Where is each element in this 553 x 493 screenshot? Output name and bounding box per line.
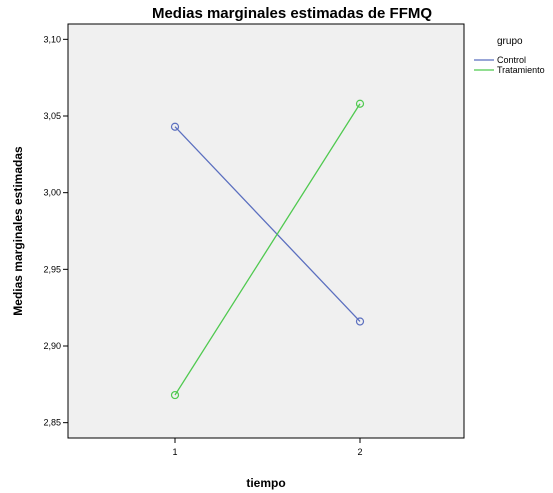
data-point	[170, 122, 180, 131]
data-point	[355, 317, 365, 326]
y-tick-label: 3,00	[43, 188, 61, 198]
legend-entry: Control	[497, 55, 526, 65]
y-tick-label: 2,90	[43, 341, 61, 351]
legend-entry: Tratamiento	[497, 65, 545, 75]
x-tick-label: 1	[172, 447, 177, 457]
data-point	[355, 99, 365, 108]
y-tick-label: 2,85	[43, 418, 61, 428]
legend-title: grupo	[497, 36, 523, 47]
y-tick-label: 3,05	[43, 111, 61, 121]
y-axis-label: Medias marginales estimadas	[11, 146, 25, 316]
data-point	[170, 390, 180, 400]
x-axis-label: tiempo	[246, 476, 285, 490]
plot-area	[67, 23, 465, 439]
series-layer	[170, 99, 365, 400]
chart-title: Medias marginales estimadas de FFMQ	[152, 5, 432, 22]
y-tick-label: 2,95	[43, 264, 61, 274]
y-axis: 2,85 2,90 2,95 3,00 3,05 3,10	[43, 34, 68, 428]
series-line-tratamiento	[174, 103, 361, 396]
series-line-control	[174, 126, 361, 322]
x-tick-label: 2	[357, 447, 362, 457]
y-tick-label: 3,10	[43, 34, 61, 44]
